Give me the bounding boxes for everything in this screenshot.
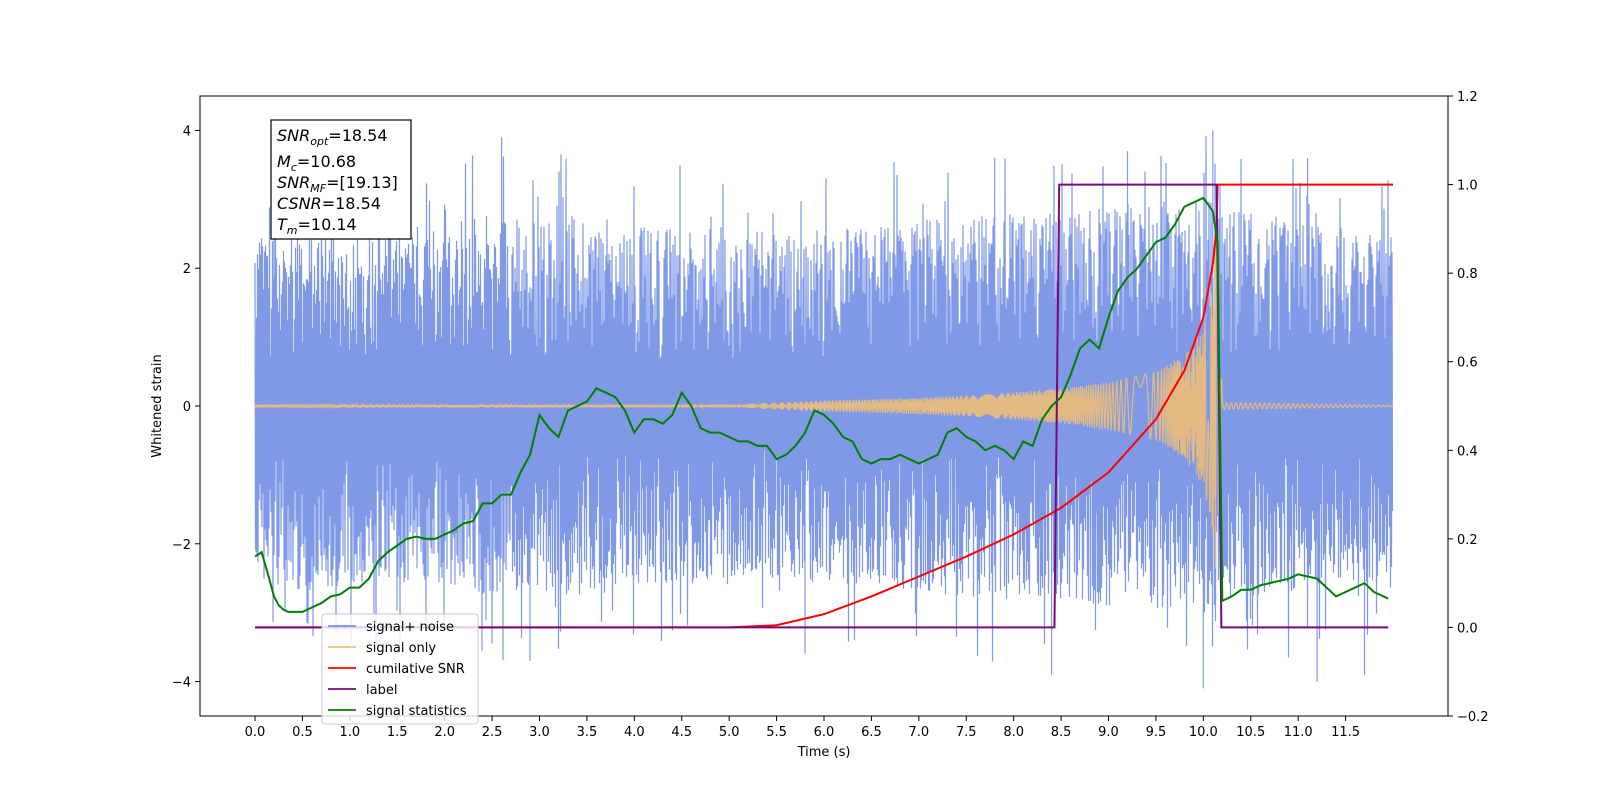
- y-right-tick-label: 1.0: [1457, 179, 1478, 194]
- x-tick-label: 7.5: [956, 725, 977, 740]
- x-tick-label: 2.5: [482, 725, 503, 740]
- x-tick-label: 3.5: [577, 725, 598, 740]
- x-tick-label: 0.0: [245, 725, 266, 740]
- legend-label-signal-noise: signal+ noise: [366, 620, 454, 635]
- legend-label-label: label: [366, 683, 397, 698]
- y-right-tick-label: 0.4: [1457, 444, 1478, 459]
- legend-label-signal-only: signal only: [366, 641, 436, 656]
- y-right-tick-label: 0.2: [1457, 533, 1478, 548]
- series-cumulative-snr: [255, 183, 1393, 629]
- x-tick-label: 3.0: [529, 725, 550, 740]
- x-axis: 0.0 0.5 1.0 1.5 2.0 2.5 3.0 3.5 4.0 4.5 5.0 5.5 6.0 6…: [245, 716, 1360, 740]
- y-left-tick-label: −2: [172, 538, 191, 553]
- series-signal-only: [254, 215, 1394, 569]
- y-right-tick-label: 0.8: [1457, 267, 1478, 282]
- y-axis-label: Whitened strain: [150, 354, 165, 457]
- x-tick-label: 6.0: [814, 725, 835, 740]
- x-tick-label: 10.5: [1236, 725, 1265, 740]
- legend-frame: [321, 613, 479, 725]
- y-left-tick-label: 2: [183, 262, 191, 277]
- y-left-tick-label: 4: [183, 124, 191, 139]
- info-csnr-value: =18.54: [322, 194, 381, 213]
- x-tick-label: 0.5: [292, 725, 313, 740]
- info-mc-value: =10.68: [297, 152, 356, 171]
- x-tick-label: 9.5: [1146, 725, 1167, 740]
- x-tick-label: 10.0: [1189, 725, 1218, 740]
- legend-label-cumulative-snr: cumilative SNR: [366, 662, 465, 677]
- series-signal-statistics: [254, 196, 1389, 613]
- info-tm-value: =10.14: [298, 215, 357, 234]
- x-tick-label: 9.0: [1098, 725, 1119, 740]
- series-label: [255, 183, 1389, 629]
- legend-label-signal-statistics: signal statistics: [366, 704, 467, 719]
- info-snr-opt: SNRopt=18.54: [277, 126, 388, 148]
- info-snr-opt-value: =18.54: [328, 126, 387, 145]
- x-tick-label: 7.0: [908, 725, 929, 740]
- info-box-frame: [270, 119, 412, 240]
- y-right-tick-label: −0.2: [1457, 710, 1489, 725]
- info-mc: Mc=10.68: [277, 152, 356, 174]
- info-box: SNRopt=18.54 Mc=10.68 SNRMF=[19.13] CSNR…: [270, 119, 412, 240]
- y-right-tick-label: 1.2: [1457, 90, 1478, 105]
- x-axis-label: Time (s): [797, 745, 851, 760]
- x-tick-label: 5.5: [766, 725, 787, 740]
- x-tick-label: 8.0: [1003, 725, 1024, 740]
- y-left-tick-label: 0: [183, 400, 191, 415]
- x-tick-label: 11.5: [1331, 725, 1360, 740]
- y-right-tick-label: 0.0: [1457, 621, 1478, 636]
- x-tick-label: 8.5: [1051, 725, 1072, 740]
- x-tick-label: 4.0: [624, 725, 645, 740]
- info-snr-mf-value: =[19.13]: [326, 173, 398, 192]
- y-right-tick-label: 0.6: [1457, 356, 1478, 371]
- info-tm: Tm=10.14: [277, 215, 357, 237]
- x-tick-label: 4.5: [671, 725, 692, 740]
- y-axis-right: 1.2 1.0 0.8 0.6 0.4 0.2 0.0 −0.2: [1448, 90, 1489, 725]
- info-snr-mf: SNRMF=[19.13]: [277, 173, 398, 195]
- x-tick-label: 1.0: [339, 725, 360, 740]
- plot-layer: [254, 130, 1394, 689]
- x-tick-label: 1.5: [387, 725, 408, 740]
- x-tick-label: 6.5: [861, 725, 882, 740]
- x-tick-label: 5.0: [719, 725, 740, 740]
- y-left-tick-label: −4: [172, 676, 191, 691]
- x-tick-label: 11.0: [1284, 725, 1313, 740]
- y-axis-left: 4 2 0 −2 −4: [172, 124, 200, 691]
- x-tick-label: 2.0: [434, 725, 455, 740]
- legend: signal+ noise signal only cumilative SNR…: [321, 613, 479, 725]
- info-csnr: CSNR=18.54: [277, 194, 381, 213]
